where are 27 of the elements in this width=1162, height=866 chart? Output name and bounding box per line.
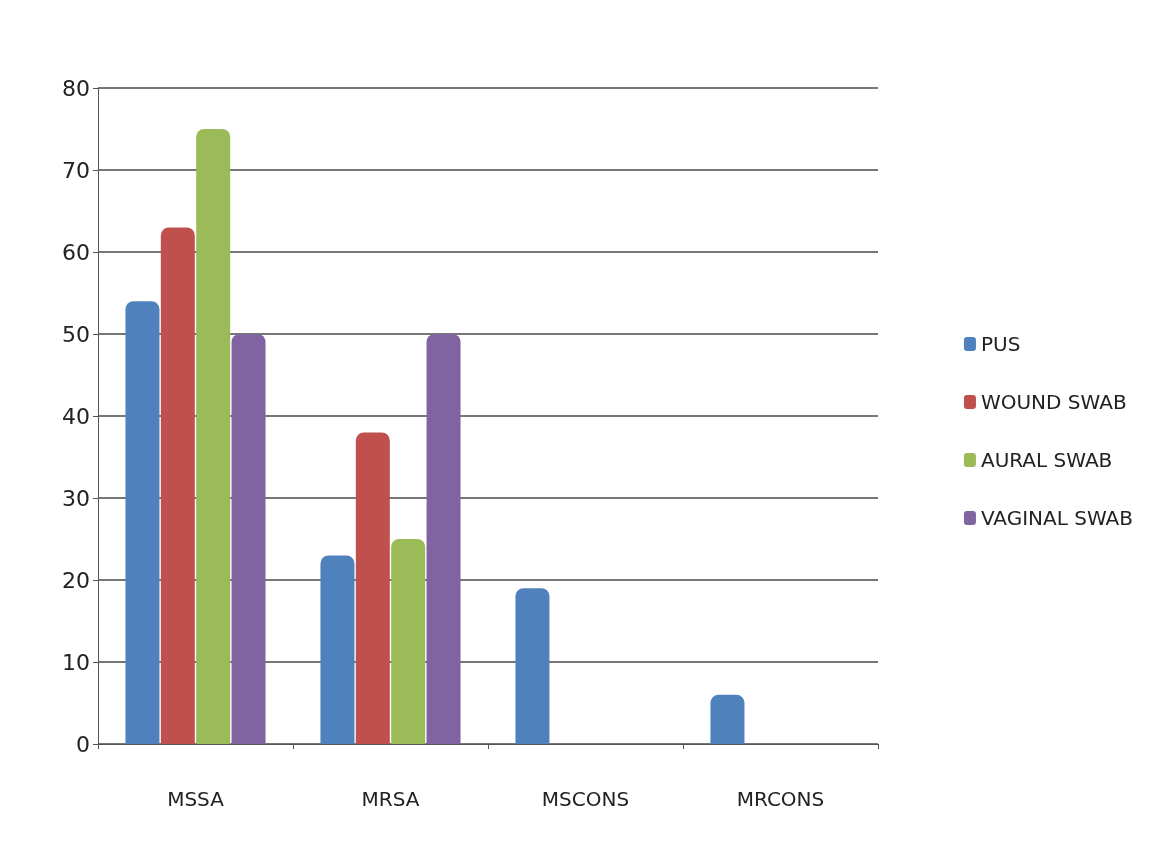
legend-label: PUS — [980, 332, 1021, 356]
legend-label: WOUND SWAB — [980, 390, 1127, 414]
legend-label: VAGINAL SWAB — [980, 506, 1134, 530]
bar — [160, 227, 195, 744]
legend-label: AURAL SWAB — [980, 448, 1113, 472]
y-tick-label: 50 — [62, 321, 90, 347]
y-tick-label: 10 — [62, 649, 90, 675]
x-tick-label: MRCONS — [736, 787, 825, 811]
bar — [125, 301, 160, 744]
y-tick-label: 60 — [62, 239, 90, 265]
y-tick-label: 80 — [62, 75, 90, 101]
bar — [426, 334, 461, 744]
bar — [355, 432, 390, 744]
x-tick-label: MSSA — [167, 787, 225, 811]
bar — [710, 694, 745, 744]
x-tick-label: MSCONS — [541, 787, 630, 811]
bar — [196, 129, 231, 744]
bar — [320, 555, 355, 744]
y-tick-label: 20 — [62, 567, 90, 593]
bar — [391, 539, 426, 744]
y-tick-label: 0 — [76, 731, 90, 757]
y-tick-label: 30 — [62, 485, 90, 511]
y-tick-label: 40 — [62, 403, 90, 429]
bar — [231, 334, 266, 744]
y-tick-label: 70 — [62, 157, 90, 183]
bar — [515, 588, 550, 744]
x-tick-label: MRSA — [361, 787, 420, 811]
